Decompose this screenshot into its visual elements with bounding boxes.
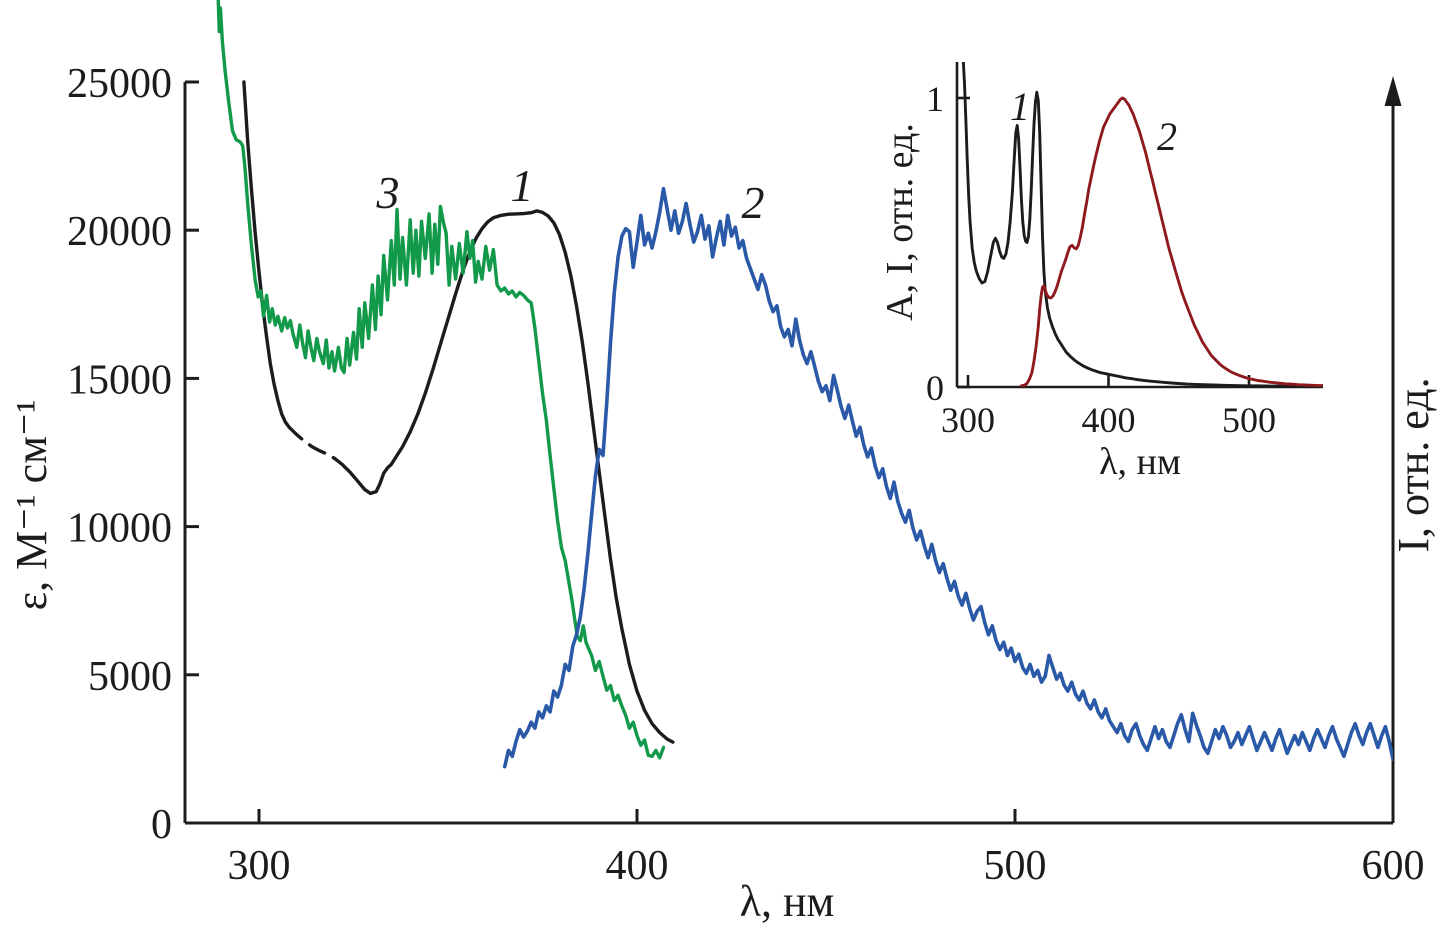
main-curve-label-1: 1 [511,160,534,211]
spectrum-curve-1 [287,425,337,461]
inset-curve-label-1: 1 [1010,84,1030,129]
y-tick-label: 0 [926,368,944,408]
y-tick-label: 20000 [67,209,172,255]
spectrum-curve-1 [332,209,675,744]
x-tick-label: 300 [228,843,291,889]
right-axis-arrow-icon [1384,76,1402,106]
inset-curve-label-2: 2 [1157,114,1177,159]
y-tick-label: 5000 [88,654,172,700]
x-tick-label: 400 [1082,400,1136,440]
x-tick-label: 300 [941,400,995,440]
inset-y-axis-label: A, I, отн. ед. [879,123,921,321]
inset-x-axis-label: λ, нм [1099,441,1181,483]
x-tick-label: 500 [1222,400,1276,440]
inset-axis-ticks: 300 400 500 0 1 [926,79,1276,440]
x-tick-label: 600 [1362,843,1425,889]
main-curve-label-3: 3 [376,167,400,218]
spectrum-curve-1 [961,62,1323,387]
inset-plot: 300 400 500 0 1 λ, нм A, I, отн. ед. 1 2 [879,62,1323,483]
inset-curves [961,62,1323,387]
x-tick-label: 500 [984,843,1047,889]
x-tick-label: 400 [606,843,669,889]
main-curves [216,0,1393,769]
spectrum-curve-2 [502,186,1393,769]
y-tick-label: 15000 [67,357,172,403]
main-x-axis-label: λ, нм [740,877,835,926]
spectrum-curve-3 [216,0,666,760]
spectrum-curve-2 [1019,96,1323,387]
spectrum-curve-1 [242,80,291,429]
y-tick-label: 0 [151,802,172,848]
y-tick-label: 25000 [67,61,172,107]
main-left-y-axis-label: ε, М⁻¹ см⁻¹ [7,400,56,611]
y-tick-label: 1 [926,79,944,119]
y-tick-label: 10000 [67,506,172,552]
main-curve-label-2: 2 [742,177,765,228]
main-right-y-axis-label: I, отн. ед. [1389,377,1438,552]
